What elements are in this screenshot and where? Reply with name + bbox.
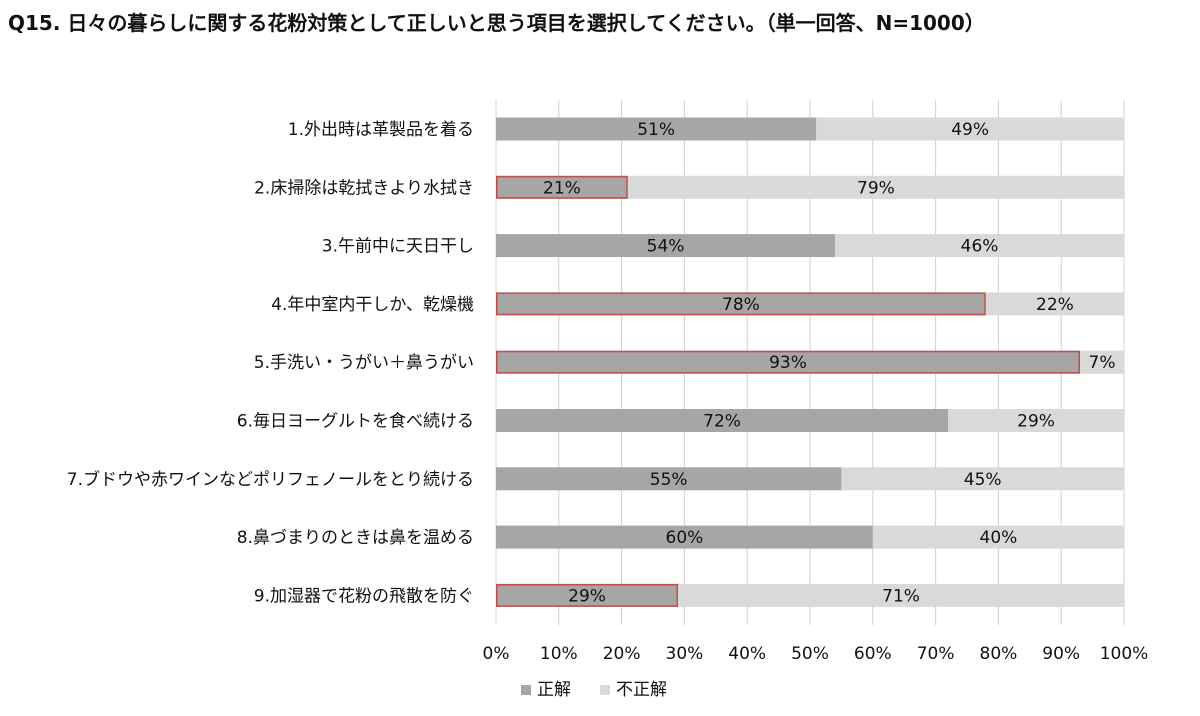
data-label: 29% (568, 586, 606, 606)
x-tick-label: 0% (483, 644, 510, 664)
bar-correct (496, 467, 842, 491)
bar-correct (495, 175, 628, 199)
bar-incorrect (816, 117, 1124, 141)
legend: 正解 不正解 (521, 680, 667, 700)
category-label: 5.手洗い・うがい＋鼻うがい (254, 353, 474, 373)
x-tick-label: 100% (1100, 644, 1149, 664)
data-label: 55% (650, 470, 688, 490)
bar-correct (495, 292, 986, 316)
data-label: 46% (961, 237, 999, 257)
bar-incorrect (948, 409, 1124, 432)
data-label: 7% (1089, 353, 1116, 373)
legend-label: 不正解 (616, 680, 667, 700)
data-label: 78% (722, 295, 760, 315)
bar-incorrect (835, 234, 1124, 258)
data-label: 45% (964, 470, 1002, 490)
x-tick-label: 10% (540, 644, 578, 664)
bar-incorrect (841, 467, 1124, 491)
data-label: 60% (666, 528, 704, 548)
data-label: 79% (857, 178, 895, 198)
bar-correct (496, 234, 836, 258)
category-label: 7.ブドウや赤ワインなどポリフェノールをとり続ける (67, 469, 474, 490)
data-label: 72% (703, 412, 741, 432)
bar-correct (495, 583, 679, 607)
bar-correct (496, 525, 873, 549)
bar-correct (496, 117, 817, 141)
bar-correct (496, 409, 949, 432)
bar-incorrect (872, 525, 1124, 549)
data-label: 93% (769, 353, 807, 373)
x-tick-label: 30% (666, 644, 704, 664)
x-tick-label: 70% (917, 644, 955, 664)
x-tick-label: 40% (728, 644, 766, 664)
x-tick-label: 80% (980, 644, 1018, 664)
data-label: 49% (951, 120, 989, 140)
chart-title: Q15. 日々の暮らしに関する花粉対策として正しいと思う項目を選択してください。… (8, 11, 985, 35)
category-labels: 1.外出時は革製品を着る 2.床掃除は乾拭きより水拭き 3.午前中に天日干し 4.年中… (67, 120, 474, 606)
category-label: 2.床掃除は乾拭きより水拭き (254, 178, 474, 198)
category-label: 4.年中室内干しか、乾燥機 (271, 295, 474, 315)
bar-correct (495, 350, 1081, 374)
category-label: 1.外出時は革製品を着る (288, 120, 474, 140)
legend-label: 正解 (537, 680, 571, 700)
category-label: 6.毎日ヨーグルトを食べ続ける (237, 412, 474, 432)
category-label: 3.午前中に天日干し (322, 237, 474, 257)
category-label: 8.鼻づまりのときは鼻を温める (237, 528, 474, 548)
x-tick-label: 60% (854, 644, 892, 664)
x-tick-label: 50% (791, 644, 829, 664)
data-label: 40% (980, 528, 1018, 548)
bar-incorrect (985, 292, 1124, 316)
x-axis-ticks: 0% 10% 20% 30% 40% 50% 60% 70% 80% 90% 100% (483, 644, 1149, 664)
bar-incorrect (678, 583, 1124, 607)
x-tick-label: 20% (603, 644, 641, 664)
data-label: 22% (1036, 295, 1074, 315)
category-label: 9.加湿器で花粉の飛散を防ぐ (254, 586, 474, 606)
x-tick-label: 90% (1042, 644, 1080, 664)
legend-swatch (521, 685, 531, 695)
data-label: 51% (637, 120, 675, 140)
legend-swatch (600, 685, 610, 695)
bar-incorrect (1080, 350, 1124, 374)
data-label: 71% (882, 586, 920, 606)
bar-incorrect (627, 175, 1124, 199)
bars: 51% 49% 21% 79% 54% 46% 78% 22% 93% 7% 72% 29% 55% 45… (495, 117, 1124, 607)
data-label: 54% (647, 237, 685, 257)
data-label: 29% (1017, 412, 1055, 432)
data-label: 21% (543, 178, 581, 198)
